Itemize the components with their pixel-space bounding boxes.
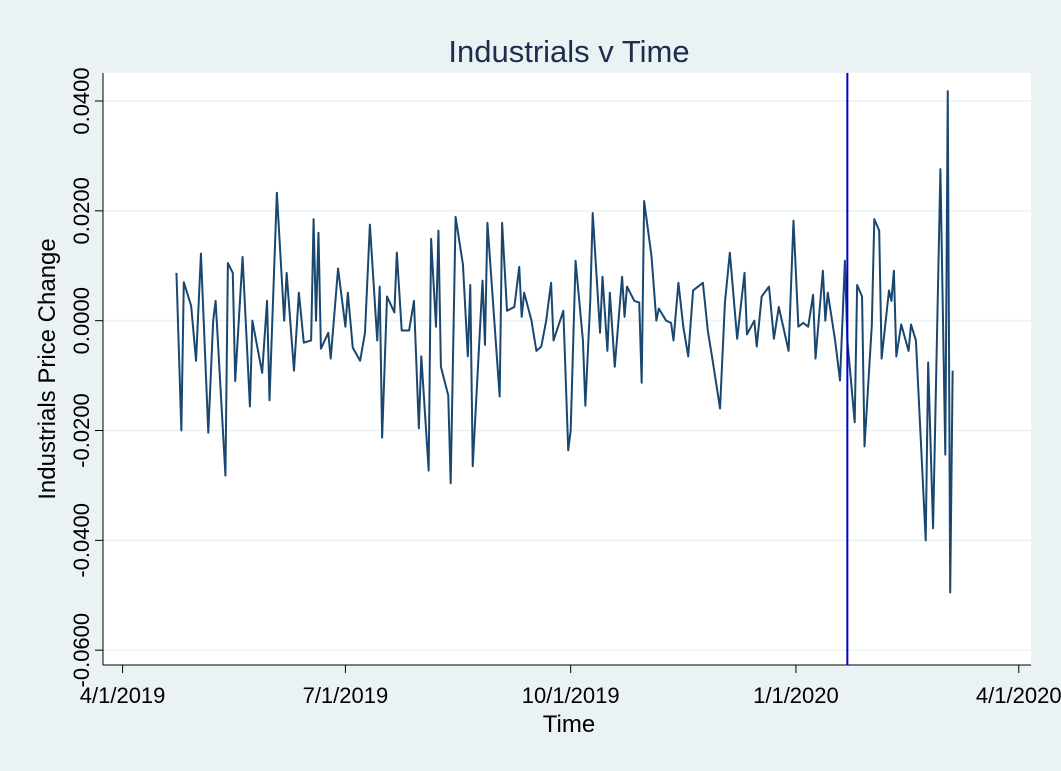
y-axis-title: Industrials Price Change (34, 238, 61, 499)
y-tick-label: 0.0000 (69, 287, 94, 354)
y-tick-label: -0.0200 (69, 393, 94, 468)
x-axis-title: Time (543, 711, 595, 738)
x-tick-label: 1/1/2020 (753, 683, 839, 708)
y-tick-label: -0.0600 (69, 613, 94, 688)
data-line (175, 90, 954, 594)
y-tick-label: -0.0400 (69, 503, 94, 578)
plot-area (103, 73, 1031, 665)
x-tick-label: 4/1/2019 (80, 683, 166, 708)
y-tick-label: 0.0200 (69, 177, 94, 244)
x-tick-label: 4/1/2020 (976, 683, 1061, 708)
x-tick-label: 7/1/2019 (303, 683, 389, 708)
x-tick-label: 10/1/2019 (522, 683, 620, 708)
y-tick-label: 0.0400 (69, 67, 94, 134)
chart-title: Industrials v Time (448, 34, 689, 69)
